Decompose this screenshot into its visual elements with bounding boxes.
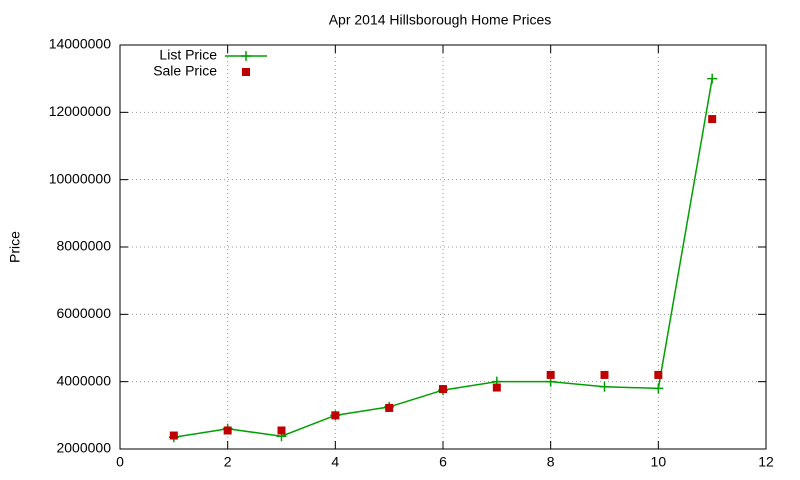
y-tick-label: 14000000 (49, 36, 112, 52)
point (277, 426, 286, 435)
y-tick-label: 8000000 (56, 238, 111, 254)
point (169, 431, 178, 440)
x-tick-label: 8 (547, 454, 555, 470)
point (708, 115, 717, 124)
point (600, 370, 609, 379)
x-tick-label: 2 (224, 454, 232, 470)
chart-title: Apr 2014 Hillsborough Home Prices (329, 12, 552, 28)
y-tick-label: 12000000 (49, 103, 112, 119)
x-tick-label: 10 (651, 454, 667, 470)
point (385, 403, 394, 412)
point (331, 411, 340, 420)
legend-label: Sale Price (153, 63, 217, 79)
point (653, 383, 664, 394)
point (492, 383, 501, 392)
x-tick-label: 6 (439, 454, 447, 470)
y-tick-label: 6000000 (56, 305, 111, 321)
x-tick-label: 0 (116, 454, 124, 470)
x-tick-label: 4 (331, 454, 339, 470)
legend-marker (241, 51, 251, 61)
point (707, 73, 718, 84)
point (439, 385, 447, 394)
legend-marker (242, 68, 250, 76)
y-axis-label: Price (7, 231, 23, 263)
point (599, 381, 610, 392)
x-tick-label: 12 (758, 454, 774, 470)
y-tick-label: 4000000 (56, 372, 111, 388)
point (223, 426, 232, 435)
point (654, 370, 663, 379)
y-tick-label: 2000000 (56, 440, 111, 456)
plot-border (119, 44, 767, 450)
legend-label: List Price (159, 47, 217, 63)
point (546, 370, 555, 379)
y-tick-label: 10000000 (49, 170, 112, 186)
